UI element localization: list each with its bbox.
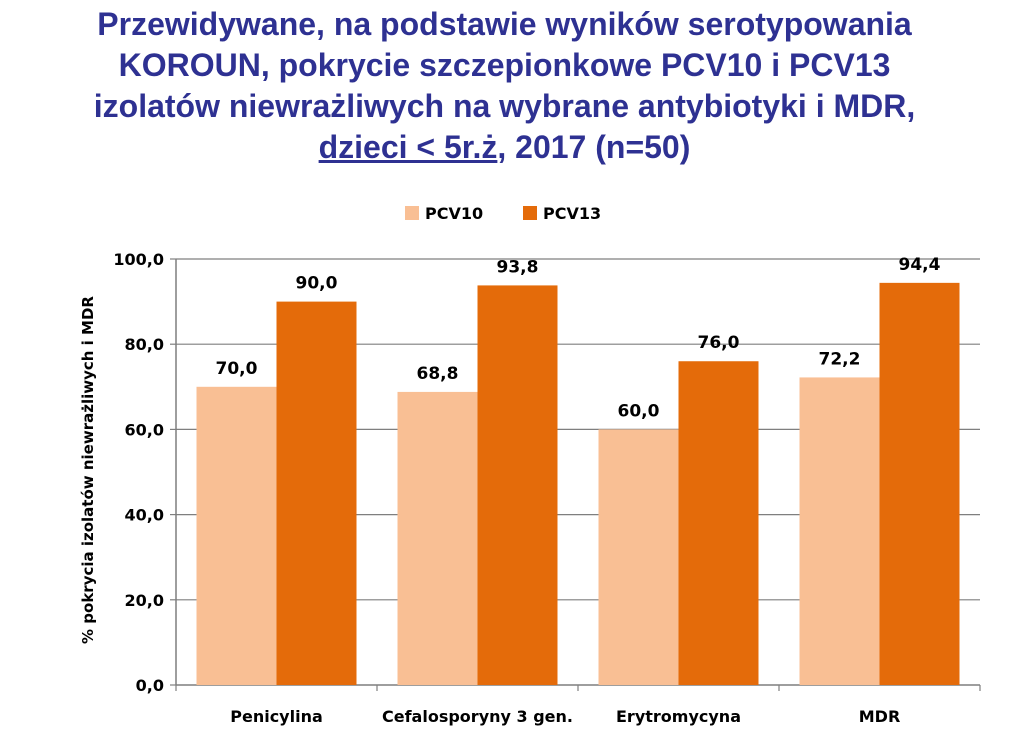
- bar-pcv10-4: [799, 377, 880, 685]
- chart-title: Przewidywane, na podstawie wyników serot…: [0, 4, 1009, 168]
- title-line-4: dzieci < 5r.ż, 2017 (n=50): [0, 127, 1009, 168]
- bar-pcv13-3: [678, 361, 759, 685]
- title-line-2: KOROUN, pokrycie szczepionkowe PCV10 i P…: [118, 47, 891, 83]
- y-tick-label: 100,0: [113, 250, 164, 269]
- data-label: 60,0: [618, 401, 660, 421]
- bar-pcv13-4: [879, 282, 960, 685]
- title-underlined-text: dzieci < 5r.ż: [318, 129, 498, 165]
- legend-label-pcv10: PCV10: [425, 204, 483, 223]
- data-label: 72,2: [819, 349, 861, 369]
- data-label: 68,8: [417, 364, 459, 384]
- y-tick-label: 0,0: [136, 676, 164, 695]
- x-tick-label: Erytromycyna: [616, 707, 741, 726]
- x-tick-label: MDR: [859, 707, 901, 726]
- data-label: 76,0: [698, 333, 740, 353]
- bar-pcv10-1: [196, 386, 277, 685]
- x-tick-label: Penicylina: [230, 707, 323, 726]
- data-label: 70,0: [216, 359, 258, 379]
- title-rest-text: , 2017 (n=50): [497, 129, 691, 165]
- data-label: 90,0: [296, 274, 338, 294]
- y-axis-label: % pokrycia izolatów niewrażliwych i MDR: [79, 296, 97, 644]
- y-tick-label: 80,0: [125, 335, 164, 354]
- data-label: 94,4: [899, 255, 941, 275]
- title-line-3: izolatów niewrażliwych na wybrane antybi…: [93, 88, 916, 124]
- y-tick-label: 20,0: [125, 591, 164, 610]
- bar-pcv13-1: [276, 301, 357, 685]
- bar-pcv13-2: [477, 285, 558, 685]
- legend-swatch-pcv13: [523, 206, 537, 220]
- data-label: 93,8: [497, 257, 539, 277]
- x-tick-label: Cefalosporyny 3 gen.: [382, 707, 573, 726]
- y-tick-label: 60,0: [125, 420, 164, 439]
- title-line-1: Przewidywane, na podstawie wyników serot…: [97, 6, 912, 42]
- bar-pcv10-2: [397, 391, 478, 685]
- y-tick-label: 40,0: [125, 506, 164, 525]
- legend-swatch-pcv10: [405, 206, 419, 220]
- bar-pcv10-3: [598, 429, 679, 685]
- legend-label-pcv13: PCV13: [543, 204, 601, 223]
